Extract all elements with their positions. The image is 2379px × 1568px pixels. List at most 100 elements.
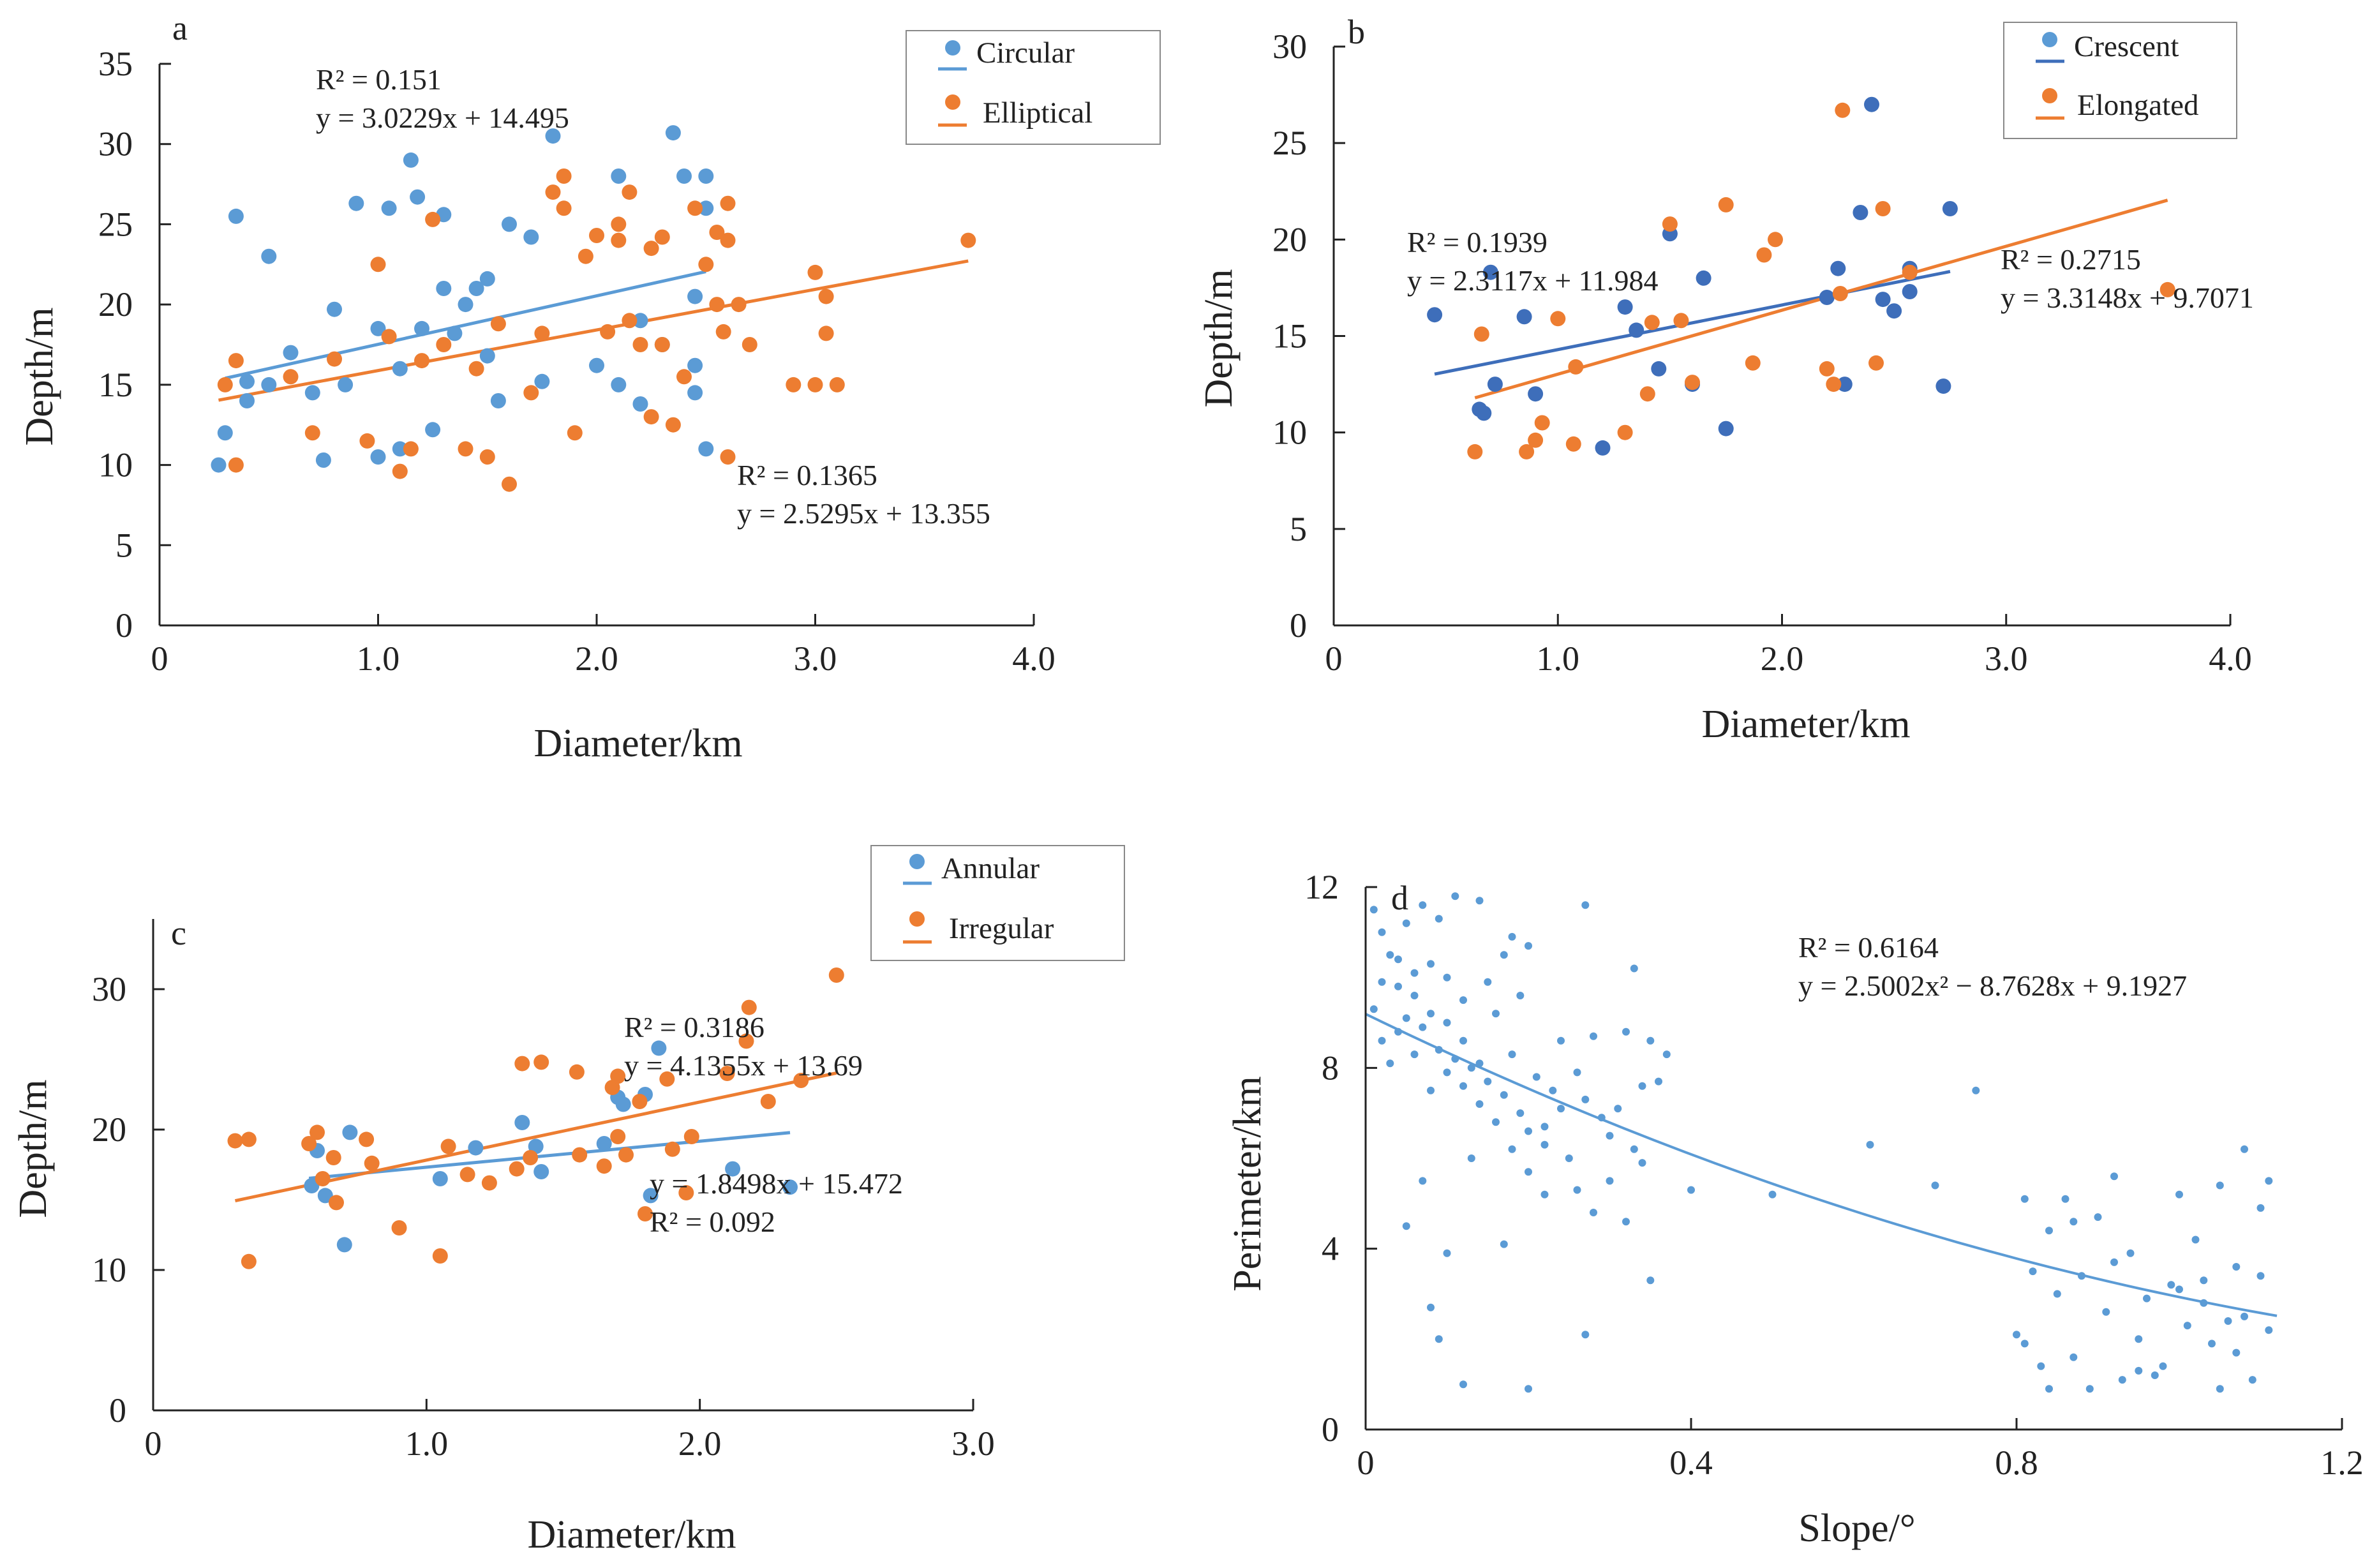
point-irregular	[533, 1054, 549, 1070]
point-circular	[392, 441, 408, 457]
point-crescent	[1487, 377, 1503, 392]
trend-line-irregular	[234, 1071, 837, 1202]
legend-marker-elongated	[2042, 88, 2057, 103]
point-perimeter	[1475, 1100, 1484, 1108]
y-tick-label-b: 5	[1290, 510, 1307, 548]
fit-r2-slope: R² = 0.6164	[1798, 931, 1939, 964]
point-circular	[698, 168, 714, 184]
point-perimeter	[2020, 1340, 2029, 1348]
point-perimeter	[1459, 996, 1467, 1004]
point-crescent	[1476, 405, 1492, 421]
point-perimeter	[2053, 1290, 2061, 1298]
point-perimeter	[1378, 928, 1386, 936]
point-perimeter	[2232, 1263, 2241, 1271]
point-perimeter	[2216, 1385, 2224, 1393]
x-tick-label-a: 3.0	[794, 639, 837, 678]
point-circular	[479, 348, 495, 364]
point-irregular	[459, 1167, 475, 1183]
point-perimeter	[2256, 1204, 2265, 1212]
point-elongated	[1673, 313, 1689, 329]
point-irregular	[569, 1064, 585, 1080]
point-elliptical	[687, 200, 703, 216]
point-circular	[436, 281, 452, 296]
point-circular	[217, 425, 233, 441]
point-perimeter	[1590, 1032, 1597, 1040]
point-perimeter	[1646, 1036, 1655, 1045]
point-perimeter	[1508, 1145, 1516, 1153]
point-perimeter	[1459, 1036, 1467, 1045]
panel-letter-a: a	[172, 9, 188, 47]
point-irregular	[610, 1129, 626, 1144]
point-irregular	[741, 999, 757, 1015]
point-perimeter	[1500, 1091, 1508, 1099]
point-annular	[615, 1096, 631, 1112]
point-elliptical	[556, 168, 572, 184]
point-perimeter	[1419, 901, 1427, 909]
point-crescent	[1427, 307, 1443, 323]
y-tick-label-c: 10	[92, 1251, 126, 1289]
legend-label-irregular: Irregular	[949, 912, 1054, 945]
point-perimeter	[2216, 1181, 2224, 1190]
point-perimeter	[2248, 1376, 2256, 1384]
point-perimeter	[2208, 1340, 2216, 1348]
point-irregular	[241, 1253, 257, 1269]
point-elongated	[1768, 232, 1783, 248]
point-crescent	[1837, 377, 1853, 392]
fit-r2-elongated: R² = 0.2715	[2001, 243, 2141, 276]
point-elongated	[1617, 424, 1633, 440]
point-elliptical	[786, 377, 802, 392]
x-tick-label-b: 0	[1325, 639, 1343, 678]
x-axis-label-d: Slope/°	[1798, 1507, 1915, 1550]
point-perimeter	[2085, 1385, 2094, 1393]
point-crescent	[1830, 260, 1846, 276]
point-elliptical	[327, 351, 342, 367]
point-perimeter	[1525, 1385, 1532, 1393]
point-perimeter	[1443, 1068, 1451, 1077]
point-elliptical	[468, 361, 484, 377]
point-irregular	[301, 1136, 317, 1151]
point-perimeter	[2070, 1353, 2078, 1361]
x-axis-label-a: Diameter/km	[533, 722, 742, 765]
point-elongated	[1835, 102, 1851, 118]
point-elliptical	[370, 257, 386, 273]
point-perimeter	[2143, 1294, 2151, 1303]
x-axis-label-b: Diameter/km	[1701, 703, 1910, 746]
point-perimeter	[1590, 1209, 1597, 1216]
point-elliptical	[458, 441, 474, 457]
point-elliptical	[611, 216, 627, 232]
point-circular	[632, 396, 648, 412]
point-elliptical	[556, 200, 572, 216]
point-perimeter	[2037, 1362, 2045, 1370]
x-tick-label-d: 0.4	[1669, 1444, 1713, 1482]
point-perimeter	[1516, 1109, 1525, 1117]
point-elliptical	[304, 425, 320, 441]
point-perimeter	[2167, 1281, 2175, 1289]
point-circular	[468, 281, 484, 296]
y-tick-label-d: 12	[1304, 868, 1339, 906]
legend-marker-annular	[909, 854, 925, 869]
point-perimeter	[1525, 1127, 1532, 1135]
point-perimeter	[1931, 1181, 1939, 1190]
point-perimeter	[1508, 1050, 1516, 1059]
point-circular	[239, 373, 255, 389]
point-circular	[239, 393, 255, 408]
fit-r2-annular: R² = 0.092	[650, 1206, 775, 1238]
point-perimeter	[1459, 1082, 1467, 1090]
point-elliptical	[545, 184, 561, 200]
fit-eq-circular: y = 3.0229x + 14.495	[316, 101, 569, 134]
y-tick-label-a: 25	[98, 205, 133, 243]
point-elongated	[1745, 355, 1761, 371]
point-perimeter	[2020, 1195, 2029, 1203]
point-irregular	[632, 1094, 648, 1109]
point-perimeter	[1435, 1046, 1443, 1054]
point-circular	[490, 393, 506, 408]
point-crescent	[1617, 299, 1633, 315]
point-perimeter	[2102, 1308, 2110, 1316]
y-axis-label-d: Perimeter/km	[1226, 1076, 1269, 1291]
point-perimeter	[1662, 1050, 1671, 1059]
point-circular	[687, 385, 703, 401]
x-tick-label-d: 1.2	[2320, 1444, 2364, 1482]
point-perimeter	[1500, 1240, 1508, 1248]
